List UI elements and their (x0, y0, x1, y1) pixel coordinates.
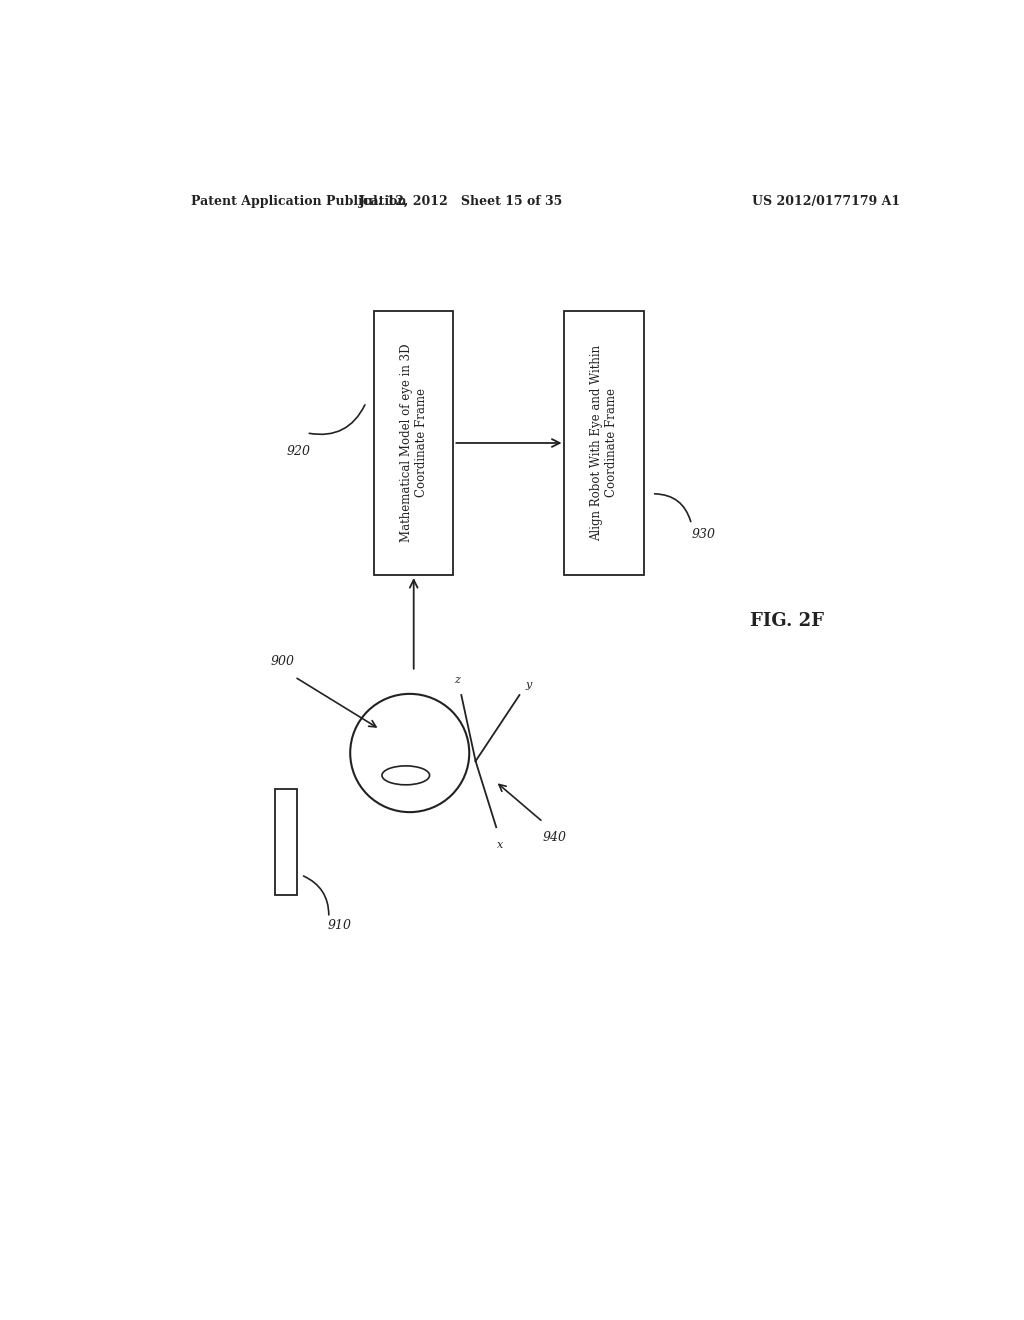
Text: z: z (455, 675, 460, 685)
FancyBboxPatch shape (564, 312, 644, 576)
Text: Mathematical Model of eye in 3D
Coordinate Frame: Mathematical Model of eye in 3D Coordina… (399, 343, 428, 543)
Text: Align Robot With Eye and Within
Coordinate Frame: Align Robot With Eye and Within Coordina… (590, 345, 618, 541)
Text: 930: 930 (691, 528, 716, 541)
Text: US 2012/0177179 A1: US 2012/0177179 A1 (753, 194, 900, 207)
Text: Patent Application Publication: Patent Application Publication (191, 194, 407, 207)
FancyBboxPatch shape (374, 312, 454, 576)
FancyBboxPatch shape (274, 788, 297, 895)
Text: 900: 900 (270, 655, 295, 668)
Text: 920: 920 (287, 445, 310, 458)
Text: 910: 910 (328, 919, 352, 932)
Text: y: y (526, 680, 532, 690)
Text: 940: 940 (543, 830, 567, 843)
Text: FIG. 2F: FIG. 2F (750, 612, 823, 630)
Text: Jul. 12, 2012   Sheet 15 of 35: Jul. 12, 2012 Sheet 15 of 35 (359, 194, 563, 207)
Ellipse shape (350, 694, 469, 812)
Ellipse shape (382, 766, 430, 785)
Text: x: x (497, 841, 504, 850)
